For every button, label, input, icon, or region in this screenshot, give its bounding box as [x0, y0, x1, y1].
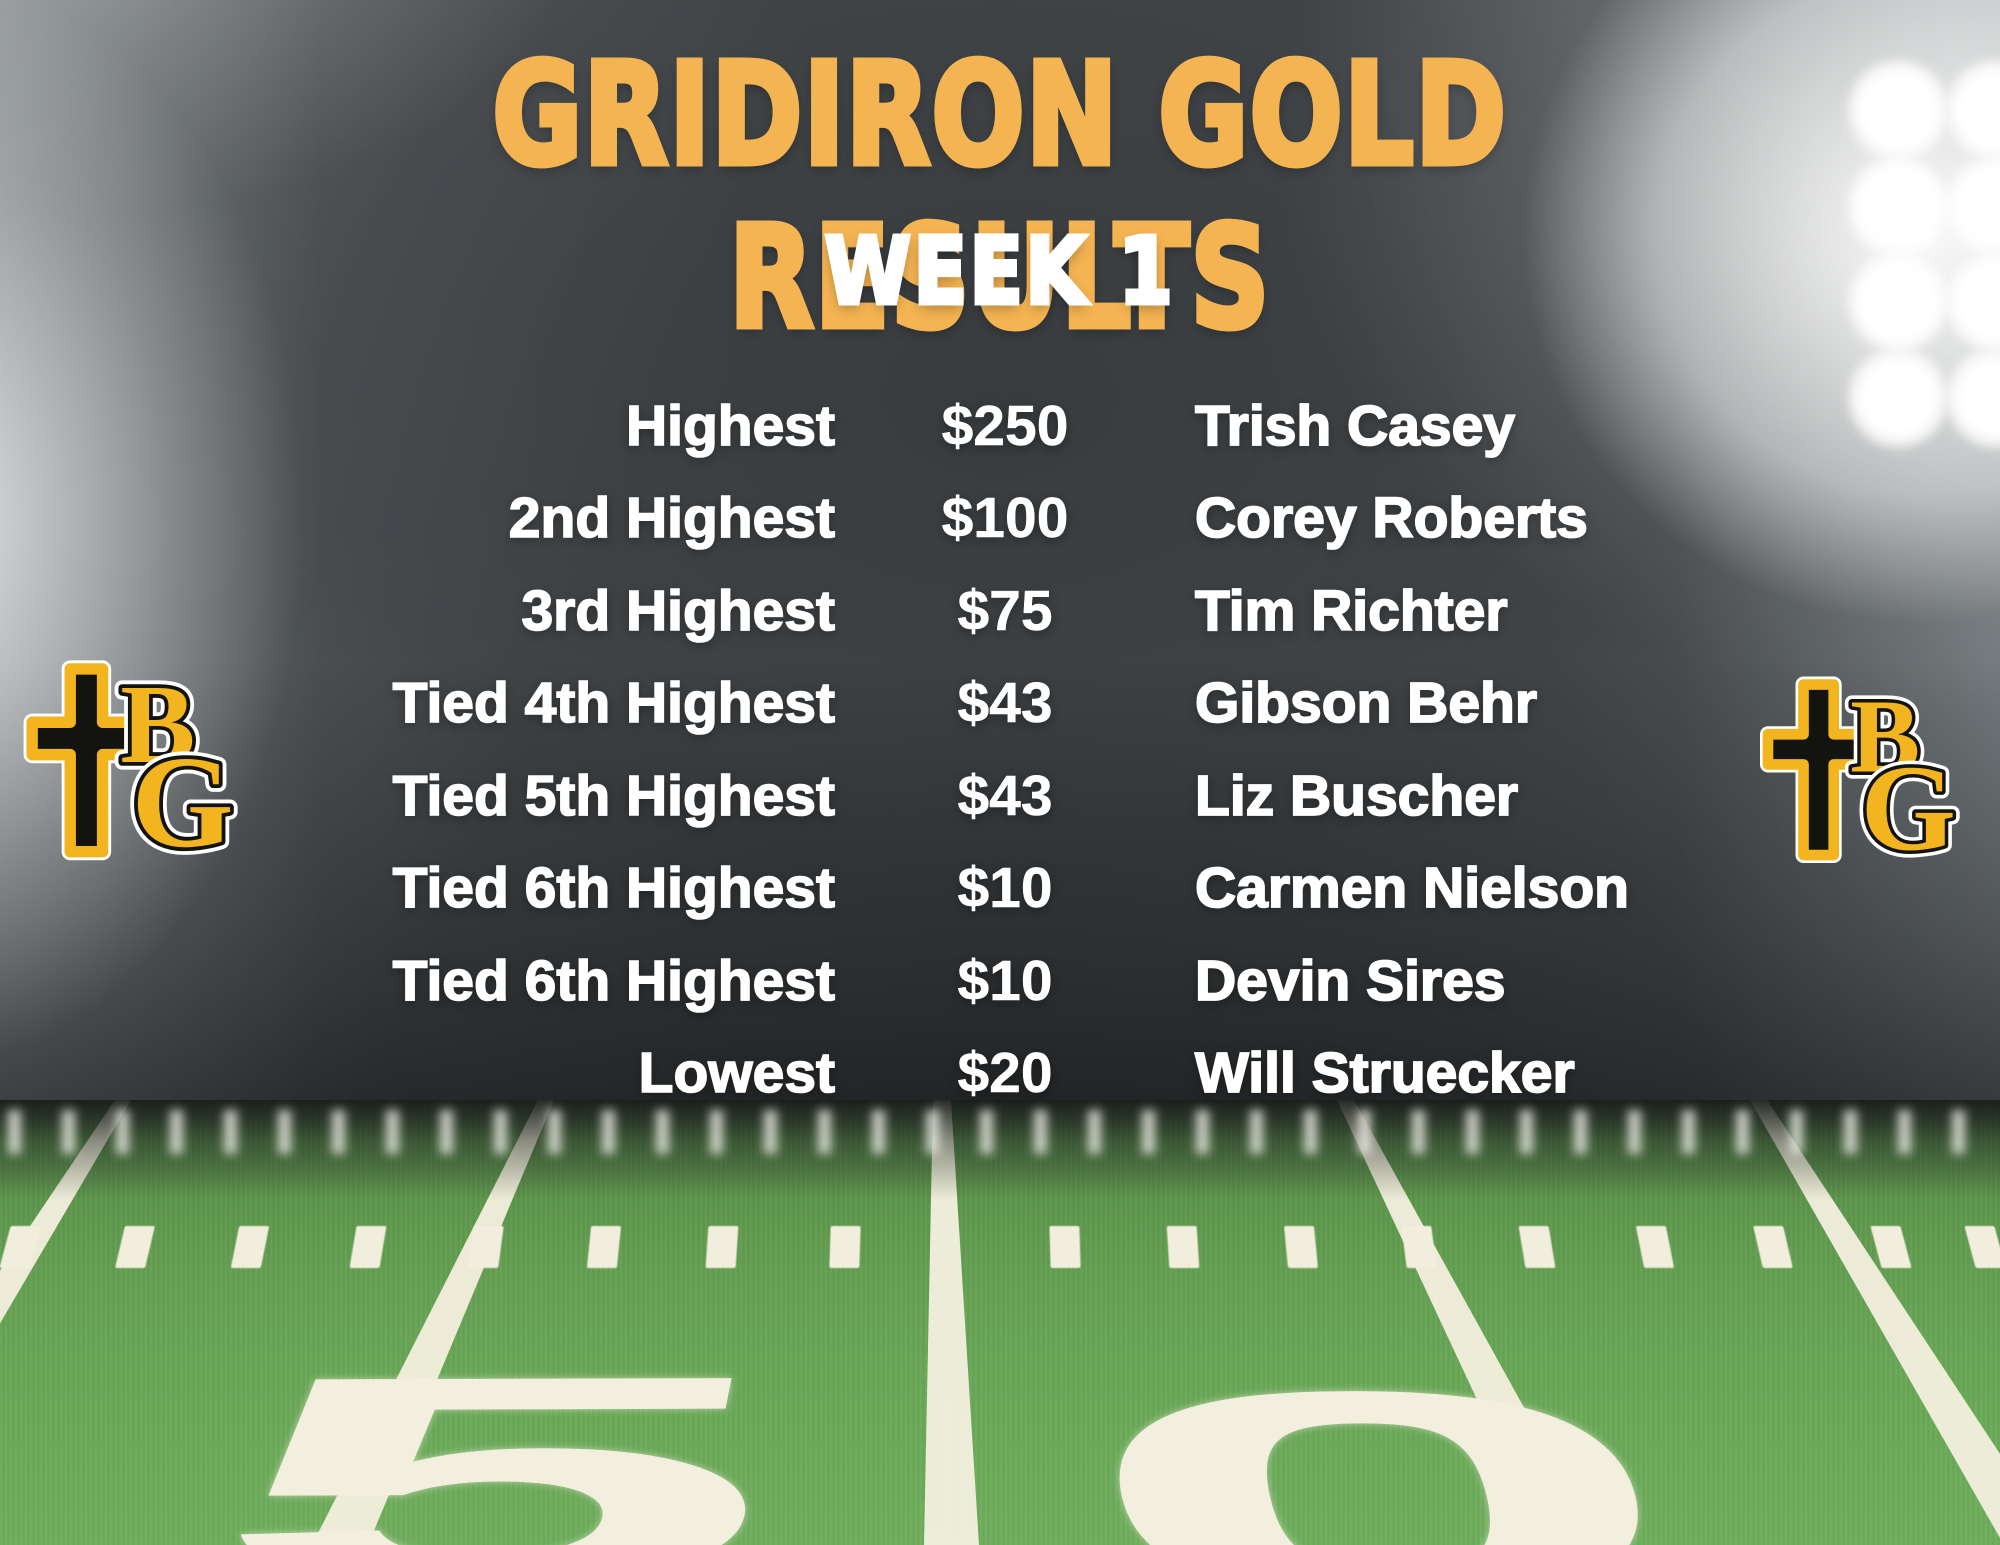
bg-school-logo-left: B B G G [23, 656, 241, 867]
result-amount: $20 [957, 1041, 1053, 1106]
result-row: Highest $250 Trish Casey [260, 380, 1740, 473]
result-row: 2nd Highest $100 Corey Roberts [260, 473, 1740, 566]
result-name: Trish Casey [1194, 393, 1516, 458]
week-subtitle: WEEK 1 [823, 216, 1176, 328]
result-name: Gibson Behr [1194, 671, 1538, 736]
result-amount: $10 [957, 948, 1053, 1013]
result-rank: Tied 5th Highest [392, 763, 836, 828]
football-field: 5 0 [0, 1100, 2000, 1545]
field-ticks [0, 1100, 2000, 1170]
page-title: GRIDIRON GOLD RESULTS [490, 31, 1509, 364]
result-rank: Tied 6th Highest [392, 948, 836, 1013]
logo-letter-g: G [131, 730, 233, 867]
yard-marker-0: 0 [1040, 1328, 1719, 1545]
result-row: Lowest $20 Will Struecker [260, 1028, 1740, 1121]
result-amount: $250 [941, 393, 1069, 458]
logo-letter-b: B [120, 663, 195, 787]
result-amount: $43 [957, 671, 1053, 736]
logo-letter-b-halo: B [120, 663, 195, 787]
results-table: Highest $250 Trish Casey 2nd Highest $10… [260, 380, 1740, 1120]
result-amount: $10 [957, 856, 1053, 921]
result-row: Tied 4th Highest $43 Gibson Behr [260, 658, 1740, 751]
logo-letter-b-halo: B [1850, 679, 1920, 795]
result-rank: Tied 6th Highest [392, 856, 836, 921]
result-rank: 3rd Highest [521, 578, 836, 643]
logo-letter-g-halo: G [131, 730, 233, 867]
result-rank: Lowest [638, 1041, 836, 1106]
logo-letter-g: G [1861, 741, 1956, 870]
result-name: Will Struecker [1194, 1041, 1575, 1106]
result-name: Devin Sires [1194, 948, 1506, 1013]
result-amount: $43 [957, 763, 1053, 828]
result-rank: Highest [625, 393, 836, 458]
result-row: 3rd Highest $75 Tim Richter [260, 565, 1740, 658]
result-name: Liz Buscher [1194, 763, 1519, 828]
result-row: Tied 6th Highest $10 Carmen Nielson [260, 843, 1740, 936]
result-row: Tied 6th Highest $10 Devin Sires [260, 935, 1740, 1028]
result-name: Carmen Nielson [1194, 856, 1630, 921]
result-rank: Tied 4th Highest [392, 671, 836, 736]
stadium-floodlights [1848, 60, 2000, 448]
result-amount: $100 [941, 486, 1069, 551]
result-row: Tied 5th Highest $43 Liz Buscher [260, 750, 1740, 843]
result-name: Tim Richter [1194, 578, 1508, 643]
bg-school-logo-right: B B G G [1759, 671, 1963, 870]
logo-letter-g-halo: G [1861, 741, 1956, 870]
result-rank: 2nd Highest [508, 486, 836, 551]
yard-marker-5: 5 [186, 1312, 813, 1545]
result-amount: $75 [957, 578, 1053, 643]
light-glow-overlay [0, 0, 2000, 1100]
logo-letter-b: B [1850, 679, 1920, 795]
result-name: Corey Roberts [1194, 486, 1589, 551]
